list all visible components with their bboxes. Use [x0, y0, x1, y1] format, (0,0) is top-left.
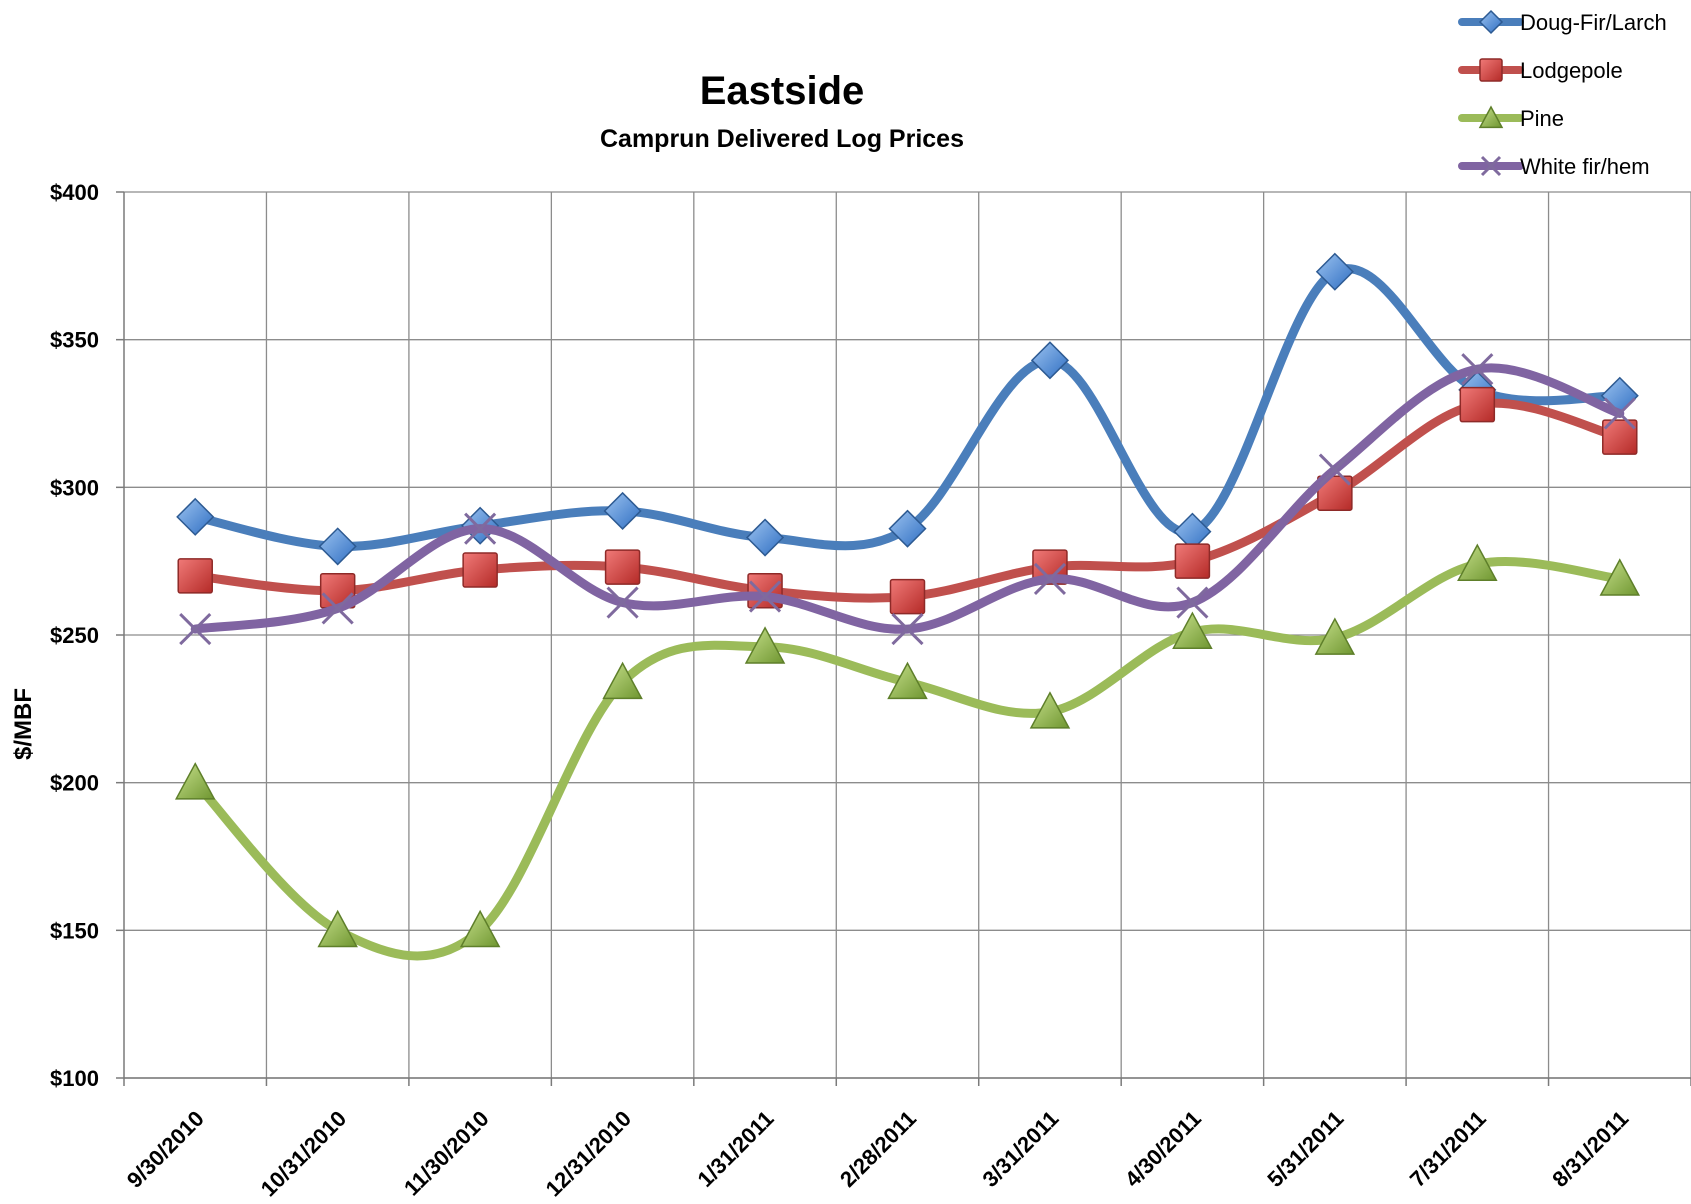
legend-background	[1448, 0, 1691, 190]
legend-item: White fir/hem	[1458, 154, 1650, 179]
legend-label: Pine	[1520, 106, 1564, 131]
data-point-white-fir-hem	[1318, 453, 1351, 486]
legend-swatch-marker	[1480, 155, 1502, 177]
x-tick-label: 2/28/2011	[835, 1106, 921, 1192]
y-tick-label: $100	[50, 1066, 99, 1091]
x-marker-stroke	[606, 586, 639, 619]
data-point-white-fir-hem	[606, 586, 639, 619]
chart-subtitle: Camprun Delivered Log Prices	[600, 125, 964, 153]
data-point-white-fir-hem	[321, 592, 354, 625]
data-point-doug-fir-larch	[888, 509, 927, 548]
x-marker-stroke	[1033, 562, 1067, 595]
data-point-doug-fir-larch	[1030, 341, 1070, 380]
x-marker-stroke	[321, 592, 354, 625]
x-tick-label: 12/31/2010	[541, 1106, 637, 1202]
legend-swatch-marker	[1479, 58, 1503, 82]
series-line-pine	[190, 557, 1625, 961]
y-axis-label: $/MBF	[10, 688, 37, 760]
x-marker-stroke	[1603, 397, 1636, 430]
legend-swatch-marker	[1478, 9, 1504, 35]
legend-item: Doug-Fir/Larch	[1458, 9, 1667, 35]
data-point-lodgepole	[1602, 419, 1638, 455]
y-tick-label: $400	[50, 180, 99, 205]
data-point-doug-fir-larch	[318, 527, 357, 566]
y-tick-label: $150	[50, 918, 99, 943]
x-tick-label: 4/30/2011	[1120, 1106, 1206, 1192]
data-point-lodgepole	[177, 558, 213, 594]
data-point-lodgepole	[889, 578, 926, 615]
legend-swatch-marker	[1478, 105, 1504, 129]
data-point-pine	[602, 661, 643, 700]
y-tick-label: $250	[50, 623, 99, 648]
gridlines	[124, 191, 1691, 1079]
x-tick-label: 8/31/2011	[1547, 1106, 1633, 1192]
data-point-white-fir-hem	[464, 512, 497, 545]
x-marker-stroke	[464, 512, 497, 545]
data-point-lodgepole	[1174, 543, 1211, 579]
data-point-pine	[1599, 558, 1641, 596]
data-point-doug-fir-larch	[603, 491, 642, 531]
data-point-white-fir-hem	[891, 613, 924, 646]
data-point-pine	[744, 626, 786, 664]
y-tick-label: $350	[50, 328, 99, 353]
x-marker-stroke	[891, 613, 924, 646]
x-tick-label: 11/30/2010	[399, 1106, 494, 1201]
series	[174, 252, 1641, 961]
x-tick-label: 5/31/2011	[1262, 1106, 1348, 1192]
legend-label: Lodgepole	[1520, 58, 1623, 83]
data-point-doug-fir-larch	[1315, 252, 1354, 291]
x-tick-label: 7/31/2011	[1405, 1106, 1491, 1192]
series-pine	[174, 543, 1641, 961]
data-point-pine	[1314, 617, 1356, 655]
data-point-pine	[174, 762, 216, 800]
data-point-doug-fir-larch	[745, 518, 785, 557]
y-tick-label: $300	[50, 475, 99, 500]
x-tick-label: 10/31/2010	[256, 1106, 352, 1202]
data-point-pine	[1029, 691, 1071, 729]
x-marker-stroke	[1480, 155, 1502, 177]
x-marker-stroke	[1318, 453, 1351, 486]
legend-item: Lodgepole	[1458, 58, 1623, 83]
x-tick-label: 3/31/2011	[977, 1106, 1063, 1192]
data-point-white-fir-hem	[1176, 586, 1209, 619]
data-point-lodgepole	[1317, 475, 1353, 511]
legend-label: Doug-Fir/Larch	[1520, 10, 1667, 35]
data-point-doug-fir-larch	[176, 497, 215, 536]
legend-item: Pine	[1458, 105, 1564, 131]
series-lodgepole	[177, 386, 1638, 615]
series-doug-fir-larch	[176, 252, 1639, 566]
data-point-white-fir-hem	[1461, 353, 1494, 386]
data-point-white-fir-hem	[179, 613, 212, 646]
x-tick-labels: 9/30/2010 10/31/2010 11/30/2010 12/31/2010 1…	[122, 1078, 1691, 1201]
data-point-white-fir-hem	[1033, 562, 1067, 595]
x-marker-stroke	[179, 613, 212, 646]
y-tick-labels: $100 $150 $200 $250 $300 $350 $400	[50, 180, 124, 1091]
data-point-white-fir-hem	[748, 580, 782, 613]
x-marker-stroke	[1176, 586, 1209, 619]
data-point-pine	[459, 909, 501, 948]
data-point-pine	[317, 909, 358, 948]
data-point-pine	[1457, 543, 1498, 582]
x-marker-stroke	[748, 580, 782, 613]
y-tick-label: $200	[50, 771, 99, 796]
data-point-pine	[1172, 611, 1213, 649]
chart-title: Eastside	[700, 69, 865, 113]
legend-label: White fir/hem	[1520, 154, 1650, 179]
data-point-pine	[887, 661, 928, 700]
data-point-lodgepole	[604, 549, 641, 585]
series-white-fir-hem	[179, 353, 1636, 646]
data-point-white-fir-hem	[1603, 397, 1636, 430]
x-tick-label: 1/31/2011	[693, 1106, 779, 1192]
data-point-lodgepole	[1459, 386, 1496, 423]
x-marker-stroke	[1461, 353, 1494, 386]
legend: Doug-Fir/Larch Lodgepole Pine White fir/hem	[1448, 0, 1691, 190]
data-point-lodgepole	[462, 552, 498, 588]
x-tick-label: 9/30/2010	[122, 1106, 209, 1193]
